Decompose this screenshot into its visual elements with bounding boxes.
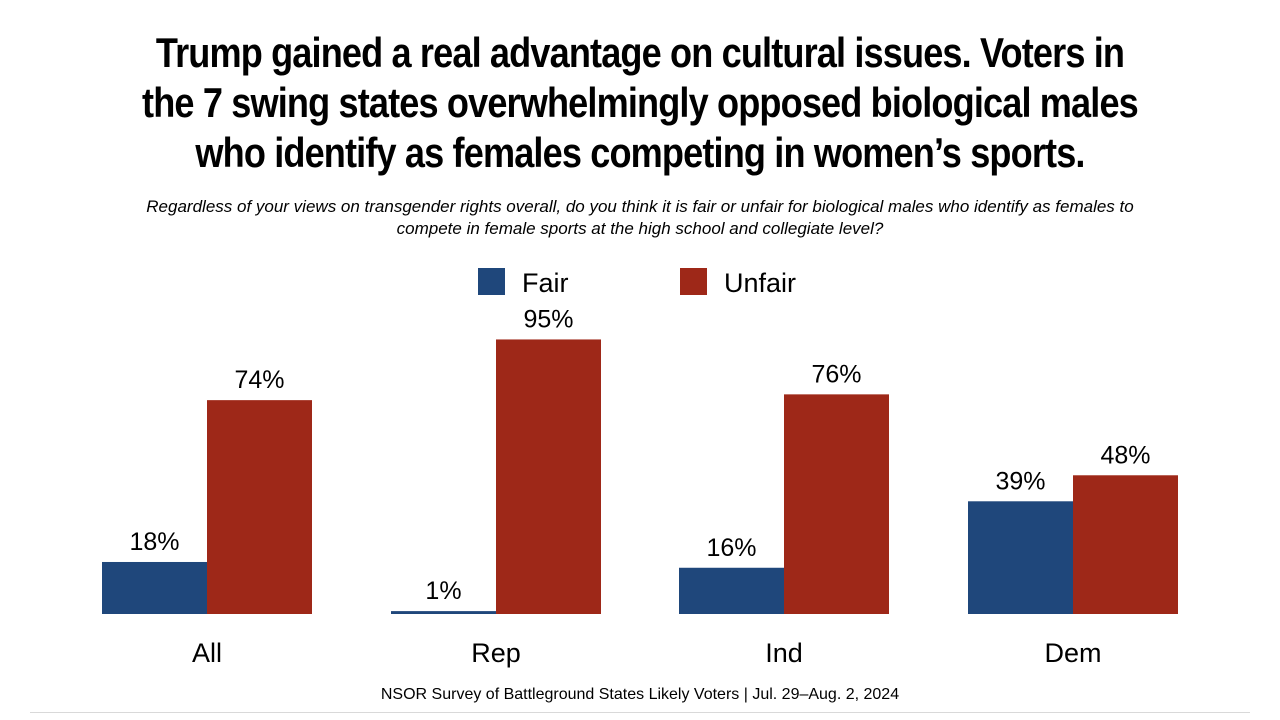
bar-unfair-ind xyxy=(784,394,889,614)
chart-title: Trump gained a real advantage on cultura… xyxy=(142,29,1139,176)
bar-unfair-all xyxy=(207,400,312,614)
chart-subtitle: Regardless of your views on transgender … xyxy=(146,197,1134,238)
source-footnote: NSOR Survey of Battleground States Likel… xyxy=(380,686,900,703)
category-label-ind: Ind xyxy=(765,638,803,668)
bar-unfair-rep xyxy=(496,339,601,614)
data-label-fair-rep: 1% xyxy=(425,577,461,605)
bar-fair-all xyxy=(102,561,207,614)
bar-fair-rep xyxy=(391,611,496,614)
legend-swatch-unfair xyxy=(680,268,707,295)
legend-swatch-fair xyxy=(478,268,505,295)
data-label-fair-dem: 39% xyxy=(995,467,1045,495)
bar-unfair-dem xyxy=(1073,475,1178,614)
legend-label-unfair: Unfair xyxy=(724,268,796,298)
data-label-fair-ind: 16% xyxy=(706,534,756,562)
data-label-fair-all: 18% xyxy=(129,528,179,556)
data-label-unfair-ind: 76% xyxy=(811,360,861,388)
data-label-unfair-dem: 48% xyxy=(1100,441,1150,469)
legend-label-fair: Fair xyxy=(522,268,569,298)
data-label-unfair-rep: 95% xyxy=(523,305,573,333)
data-label-unfair-all: 74% xyxy=(234,366,284,394)
footer-divider xyxy=(30,712,1250,713)
bar-fair-ind xyxy=(679,567,784,614)
category-label-all: All xyxy=(192,638,222,668)
category-label-rep: Rep xyxy=(471,638,521,668)
bar-fair-dem xyxy=(968,501,1073,614)
category-label-dem: Dem xyxy=(1044,638,1101,668)
